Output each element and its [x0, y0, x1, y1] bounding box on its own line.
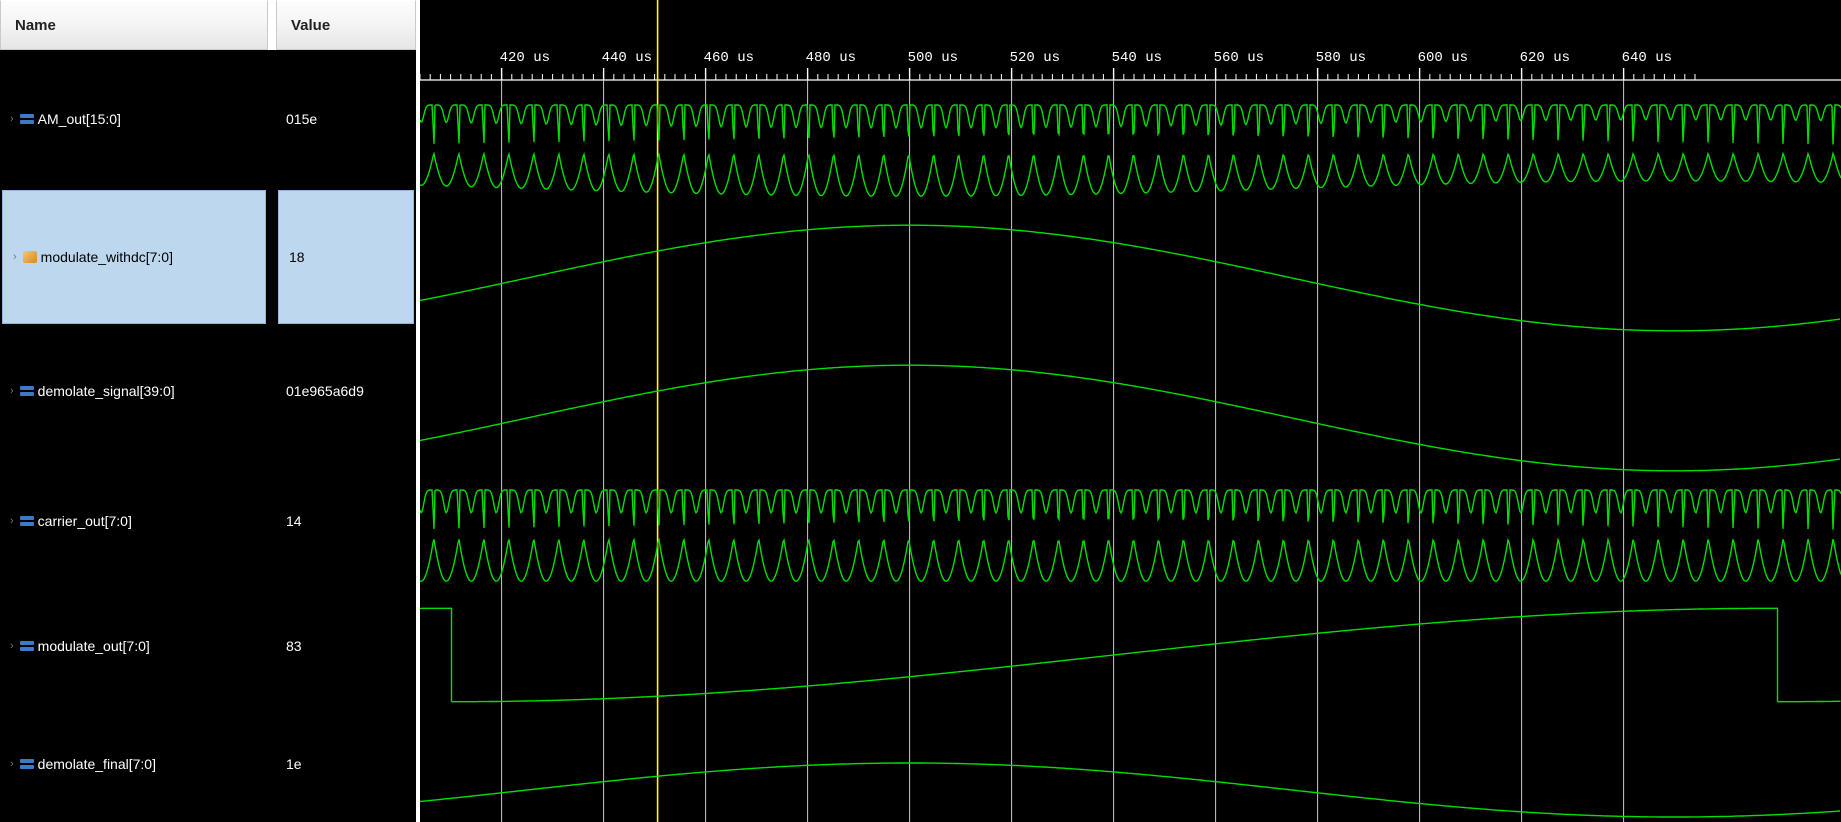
- ruler-tick-label: 440 us: [602, 50, 652, 66]
- signal-value-label: 83: [286, 638, 302, 654]
- bus-icon: [20, 516, 34, 526]
- expand-arrow-icon[interactable]: ›: [10, 113, 14, 125]
- signal-row[interactable]: › AM_out[15:0]: [0, 50, 268, 188]
- expand-arrow-icon[interactable]: ›: [10, 515, 14, 527]
- ruler-tick-label: 580 us: [1316, 50, 1366, 66]
- value-column-header[interactable]: Value: [276, 0, 416, 50]
- ruler-tick-label: 460 us: [704, 50, 754, 66]
- ruler-tick-label: 500 us: [908, 50, 958, 66]
- ruler-tick-label: 620 us: [1520, 50, 1570, 66]
- waveform-canvas[interactable]: [420, 0, 1841, 822]
- signal-row[interactable]: › carrier_out[7:0]: [0, 456, 268, 586]
- bus-icon: [20, 386, 34, 396]
- signal-value-cell[interactable]: 01e965a6d9: [276, 326, 416, 456]
- expand-arrow-icon[interactable]: ›: [10, 640, 14, 652]
- signal-value-cell[interactable]: 14: [276, 456, 416, 586]
- expand-arrow-icon[interactable]: ›: [10, 385, 14, 397]
- ruler-tick-label: 560 us: [1214, 50, 1264, 66]
- bus-icon: [20, 114, 34, 124]
- module-icon: [23, 251, 37, 263]
- signal-name-label: modulate_withdc[7:0]: [41, 249, 173, 265]
- signal-value-label: 01e965a6d9: [286, 383, 364, 399]
- signal-row[interactable]: › modulate_withdc[7:0]: [2, 190, 266, 324]
- expand-arrow-icon[interactable]: ›: [13, 251, 17, 263]
- signal-list-panel: Name Value › AM_out[15:0] › modulate_withdc…: [0, 0, 416, 822]
- signal-row[interactable]: › modulate_out[7:0]: [0, 586, 268, 706]
- signal-value-cell[interactable]: 83: [276, 586, 416, 706]
- signal-value-label: 14: [286, 513, 302, 529]
- ruler-tick-label: 420 us: [500, 50, 550, 66]
- waveform-viewer: Name Value › AM_out[15:0] › modulate_withdc…: [0, 0, 1841, 822]
- signal-value-cell[interactable]: 1e: [276, 706, 416, 822]
- signal-name-label: AM_out[15:0]: [38, 111, 121, 127]
- ruler-tick-label: 640 us: [1622, 50, 1672, 66]
- ruler-tick-label: 480 us: [806, 50, 856, 66]
- signal-name-label: modulate_out[7:0]: [38, 638, 150, 654]
- ruler-tick-label: 520 us: [1010, 50, 1060, 66]
- bus-icon: [20, 759, 34, 769]
- expand-arrow-icon[interactable]: ›: [10, 758, 14, 770]
- ruler-tick-label: 540 us: [1112, 50, 1162, 66]
- signal-row[interactable]: › demolate_final[7:0]: [0, 706, 268, 822]
- signal-name-label: carrier_out[7:0]: [38, 513, 132, 529]
- signal-value-label: 015e: [286, 111, 317, 127]
- signal-row[interactable]: › demolate_signal[39:0]: [0, 326, 268, 456]
- signal-rows-container: › AM_out[15:0] › modulate_withdc[7:0] › demol…: [0, 50, 416, 822]
- signal-value-label: 18: [289, 249, 305, 265]
- ruler-tick-label: 600 us: [1418, 50, 1468, 66]
- signal-value-cell[interactable]: 18: [278, 190, 414, 324]
- name-column-header[interactable]: Name: [0, 0, 268, 50]
- signal-name-label: demolate_signal[39:0]: [38, 383, 175, 399]
- bus-icon: [20, 641, 34, 651]
- signal-value-label: 1e: [286, 756, 302, 772]
- waveform-area[interactable]: 450.586562 us 420 us440 us460 us480 us50…: [416, 0, 1841, 822]
- signal-name-label: demolate_final[7:0]: [38, 756, 156, 772]
- column-headers: Name Value: [0, 0, 416, 50]
- signal-value-cell[interactable]: 015e: [276, 50, 416, 188]
